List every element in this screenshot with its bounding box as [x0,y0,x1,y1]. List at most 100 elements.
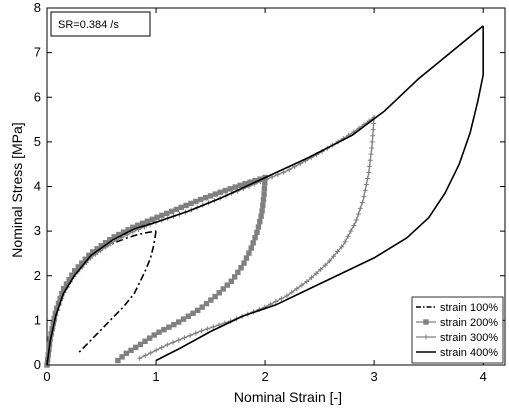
series-2-marker [154,214,160,221]
series-2-marker [252,234,258,241]
series-2-marker [212,293,218,300]
curves [44,25,484,368]
legend-label: strain 200% [440,317,498,329]
series-3-marker [142,353,148,359]
series-2-marker [149,216,155,223]
series-4-loading-line [46,25,484,366]
series-2-marker [195,307,201,314]
series-2-marker [151,332,157,338]
series-3-marker [284,293,290,299]
series-1-unloading-line [76,230,157,355]
series-2-marker [227,186,233,192]
series-3-marker [176,337,182,343]
series-2-marker [212,191,219,197]
series-3-marker [371,120,377,126]
series-2-marker [243,255,250,261]
series-3-marker [304,279,310,285]
series-2-marker [128,347,134,354]
series-3-marker [299,282,305,288]
series-3-marker [193,330,199,336]
annotation-text: SR=0.384 /s [58,19,119,31]
series-2-marker [197,196,204,203]
series-3-marker [187,332,193,338]
series-2-marker [168,208,175,215]
legend-label: strain 400% [440,347,498,359]
series-3-marker [137,355,143,361]
series-3-marker [368,151,374,157]
y-tick-label: 1 [34,312,41,327]
legend-marker [423,319,429,325]
series-2-marker [246,250,252,256]
series-2-marker [202,195,209,201]
series-3-marker [292,164,298,170]
series-3-marker [148,350,154,356]
series-3-marker [351,223,357,229]
series-2-marker [208,297,214,303]
x-tick-label: 2 [261,369,268,384]
series-3-marker [355,211,361,217]
series-3-marker [281,169,287,175]
legend-label: strain 100% [440,302,498,314]
series-3-marker [367,163,373,169]
series-2-marker [156,329,162,335]
series-3-marker [366,169,372,175]
series-3-marker [286,167,292,173]
series-3-marker [359,200,365,206]
series-3-marker [313,270,319,276]
series-2-marker [222,187,228,194]
series-2-marker [216,290,222,296]
series-2-marker [261,191,267,197]
y-tick-label: 2 [34,268,41,283]
y-tick-label: 6 [34,89,41,104]
annotation-frame [50,11,151,37]
series-2-marker [164,210,170,217]
series-2-marker [241,260,247,266]
series-3-marker [362,188,368,194]
series-3-marker [278,296,284,302]
series-3-marker [164,342,170,348]
series-2-marker [119,354,125,360]
series-2-marker [171,321,177,328]
series-2-marker [185,313,191,319]
series-2-marker [259,208,265,214]
series-3-marker [327,258,333,264]
legend-label: strain 300% [440,332,498,344]
series-2-marker [137,341,144,348]
series-2-marker [166,324,172,330]
series-2-marker [258,213,264,219]
y-tick-label: 5 [34,134,41,149]
series-3-marker [289,289,295,295]
series-2-marker [144,218,151,224]
series-3-marker [345,233,351,239]
y-tick-label: 7 [34,45,41,60]
x-tick-label: 4 [480,369,487,384]
series-2-marker [183,202,189,209]
series-2-marker [224,282,230,288]
series-3-marker [342,239,348,245]
series-3-marker [370,127,376,133]
series-2-marker [180,316,187,322]
series-2-marker [228,278,234,284]
series-2-marker [260,202,266,208]
series-3-marker [181,335,187,341]
series-3-marker [335,249,341,255]
series-3-marker [353,217,359,223]
series-3-marker [273,298,279,304]
series-2-marker [238,265,244,271]
series-2-marker [146,335,153,341]
series-4-unloading-line [155,25,484,362]
series-3-marker [348,228,354,234]
series-2-marker [72,268,78,274]
series-2-marker [199,304,205,310]
series-2-marker [142,338,148,344]
series-3 [44,114,377,368]
series-2-marker [203,300,210,307]
series-2-marker [261,185,268,192]
series-3-marker [199,328,205,334]
series-2-marker [176,319,182,325]
series-2-marker [255,224,262,230]
series-2-marker [123,350,130,357]
series-3-marker [294,286,300,292]
series-2-marker [161,327,167,333]
